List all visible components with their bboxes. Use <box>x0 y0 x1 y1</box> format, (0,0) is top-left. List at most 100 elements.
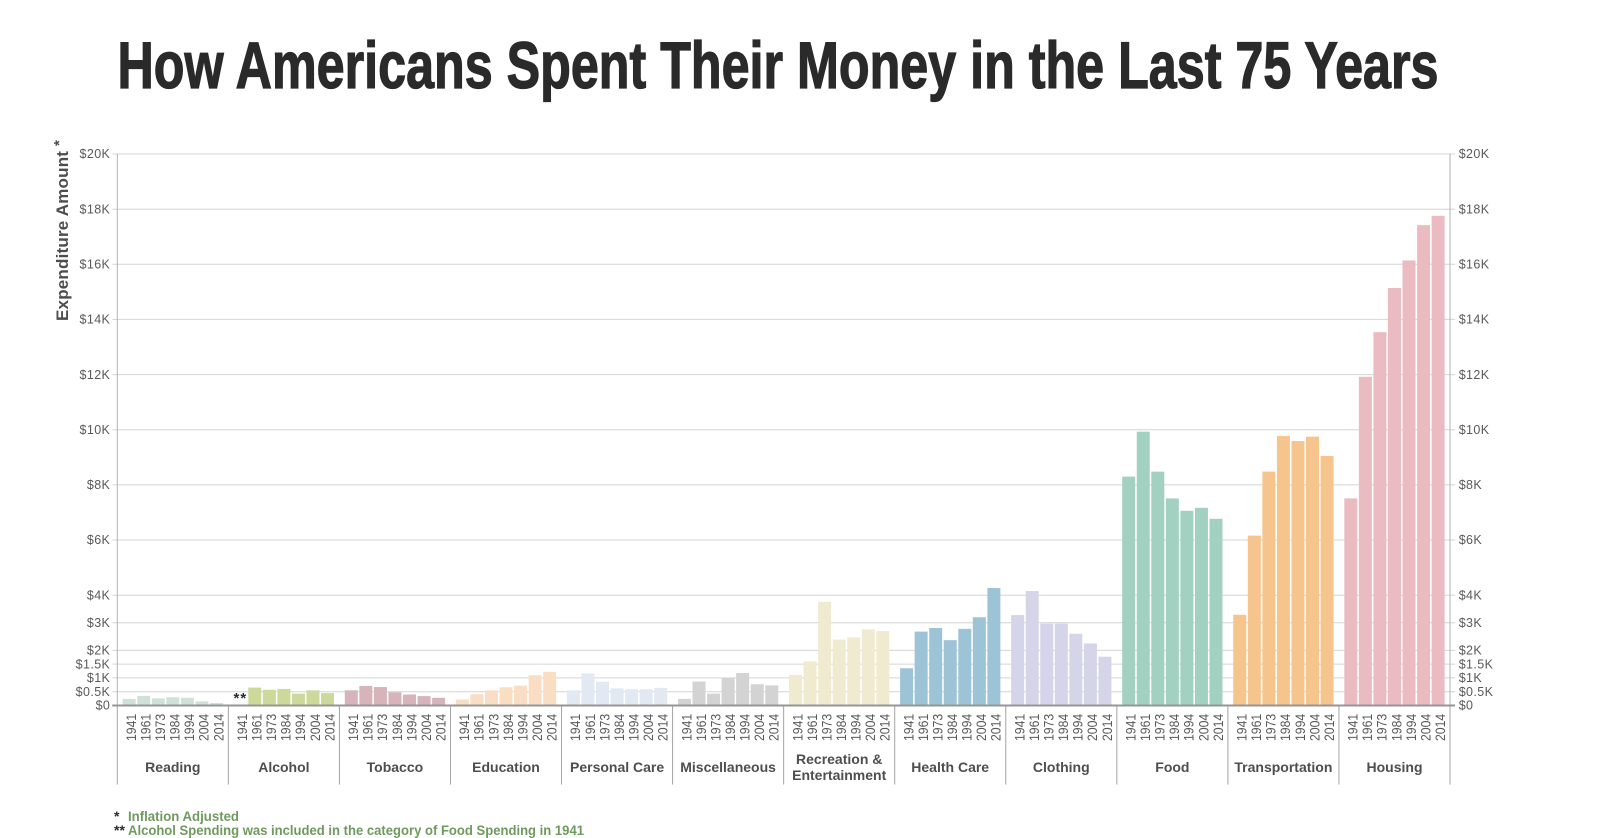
svg-text:1973: 1973 <box>1375 714 1390 741</box>
svg-text:1984: 1984 <box>1389 714 1404 741</box>
svg-text:1984: 1984 <box>1056 714 1071 741</box>
svg-text:$18K: $18K <box>1459 202 1490 216</box>
svg-text:How Americans Spent Their Mone: How Americans Spent Their Money in the L… <box>118 28 1439 102</box>
svg-text:1994: 1994 <box>404 714 419 741</box>
svg-text:2004: 2004 <box>308 714 323 741</box>
svg-text:$16K: $16K <box>1459 258 1490 272</box>
svg-text:Clothing: Clothing <box>1033 759 1090 775</box>
svg-text:1961: 1961 <box>1138 714 1153 741</box>
svg-text:1961: 1961 <box>805 714 820 741</box>
svg-text:1994: 1994 <box>626 714 641 741</box>
svg-text:$4K: $4K <box>1459 588 1483 602</box>
svg-text:1961: 1961 <box>139 714 154 741</box>
svg-text:$10K: $10K <box>1459 423 1490 437</box>
svg-text:1994: 1994 <box>1071 714 1086 741</box>
svg-text:1973: 1973 <box>153 714 168 741</box>
svg-text:1984: 1984 <box>834 714 849 741</box>
svg-text:$10K: $10K <box>80 423 111 437</box>
svg-text:Alcohol: Alcohol <box>258 759 309 775</box>
svg-text:1941: 1941 <box>901 714 916 741</box>
svg-text:2004: 2004 <box>863 714 878 741</box>
svg-text:$18K: $18K <box>80 202 111 216</box>
svg-text:2014: 2014 <box>989 714 1004 741</box>
svg-text:1973: 1973 <box>930 714 945 741</box>
svg-text:1994: 1994 <box>293 714 308 741</box>
svg-text:1994: 1994 <box>182 714 197 741</box>
svg-text:$0: $0 <box>96 699 111 713</box>
svg-text:1994: 1994 <box>1293 714 1308 741</box>
svg-text:2014: 2014 <box>1211 714 1226 741</box>
svg-text:1941: 1941 <box>1346 714 1361 741</box>
svg-text:1994: 1994 <box>737 714 752 741</box>
svg-text:1961: 1961 <box>1360 714 1375 741</box>
svg-text:1961: 1961 <box>250 714 265 741</box>
svg-text:$1K: $1K <box>87 671 111 685</box>
svg-text:2004: 2004 <box>641 714 656 741</box>
svg-text:Miscellaneous: Miscellaneous <box>680 759 776 775</box>
svg-text:2004: 2004 <box>974 714 989 741</box>
svg-text:$3K: $3K <box>87 616 111 630</box>
svg-text:1941: 1941 <box>124 714 139 741</box>
svg-text:$6K: $6K <box>87 533 111 547</box>
svg-text:$2K: $2K <box>87 644 111 658</box>
svg-text:$0: $0 <box>1459 699 1474 713</box>
svg-text:1973: 1973 <box>819 714 834 741</box>
svg-text:1984: 1984 <box>1278 714 1293 741</box>
svg-text:2004: 2004 <box>1307 714 1322 741</box>
svg-text:Food: Food <box>1155 759 1189 775</box>
svg-text:$1K: $1K <box>1459 671 1483 685</box>
svg-text:1994: 1994 <box>1404 714 1419 741</box>
svg-text:1941: 1941 <box>1012 714 1027 741</box>
svg-text:2004: 2004 <box>752 714 767 741</box>
svg-text:1984: 1984 <box>1167 714 1182 741</box>
svg-text:1961: 1961 <box>916 714 931 741</box>
svg-text:1973: 1973 <box>1264 714 1279 741</box>
svg-text:2004: 2004 <box>419 714 434 741</box>
svg-text:2014: 2014 <box>544 714 559 741</box>
svg-text:1941: 1941 <box>1124 714 1139 741</box>
svg-text:2014: 2014 <box>433 714 448 741</box>
svg-text:2014: 2014 <box>1433 714 1448 741</box>
svg-text:1961: 1961 <box>583 714 598 741</box>
svg-text:2014: 2014 <box>211 714 226 741</box>
svg-text:$12K: $12K <box>1459 368 1490 382</box>
svg-text:Reading: Reading <box>145 759 200 775</box>
svg-text:1973: 1973 <box>264 714 279 741</box>
svg-text:2004: 2004 <box>1418 714 1433 741</box>
svg-text:$0.5K: $0.5K <box>1459 685 1494 699</box>
svg-text:1961: 1961 <box>1249 714 1264 741</box>
svg-text:2004: 2004 <box>530 714 545 741</box>
svg-text:$12K: $12K <box>80 368 111 382</box>
svg-text:1973: 1973 <box>375 714 390 741</box>
svg-text:$0.5K: $0.5K <box>76 685 111 699</box>
svg-text:1984: 1984 <box>501 714 516 741</box>
svg-text:**: ** <box>234 690 248 707</box>
svg-text:2014: 2014 <box>767 714 782 741</box>
svg-text:Housing: Housing <box>1367 759 1423 775</box>
svg-text:Health Care: Health Care <box>911 759 989 775</box>
svg-text:$14K: $14K <box>1459 313 1490 327</box>
svg-text:1961: 1961 <box>361 714 376 741</box>
svg-text:$6K: $6K <box>1459 533 1483 547</box>
svg-text:1994: 1994 <box>849 714 864 741</box>
svg-text:$20K: $20K <box>80 147 111 161</box>
svg-text:$20K: $20K <box>1459 147 1490 161</box>
svg-text:Transportation: Transportation <box>1234 759 1332 775</box>
svg-text:1994: 1994 <box>515 714 530 741</box>
svg-text:1973: 1973 <box>1153 714 1168 741</box>
svg-text:$3K: $3K <box>1459 616 1483 630</box>
svg-text:Education: Education <box>472 759 540 775</box>
svg-text:Personal Care: Personal Care <box>570 759 664 775</box>
svg-text:1994: 1994 <box>960 714 975 741</box>
svg-text:2014: 2014 <box>322 714 337 741</box>
svg-text:2004: 2004 <box>1085 714 1100 741</box>
svg-text:1984: 1984 <box>945 714 960 741</box>
svg-text:1973: 1973 <box>486 714 501 741</box>
svg-text:1984: 1984 <box>279 714 294 741</box>
svg-text:1941: 1941 <box>790 714 805 741</box>
svg-text:Expenditure Amount *: Expenditure Amount * <box>51 140 73 321</box>
svg-text:2014: 2014 <box>1100 714 1115 741</box>
svg-text:2004: 2004 <box>197 714 212 741</box>
svg-text:1941: 1941 <box>346 714 361 741</box>
svg-text:1941: 1941 <box>1235 714 1250 741</box>
